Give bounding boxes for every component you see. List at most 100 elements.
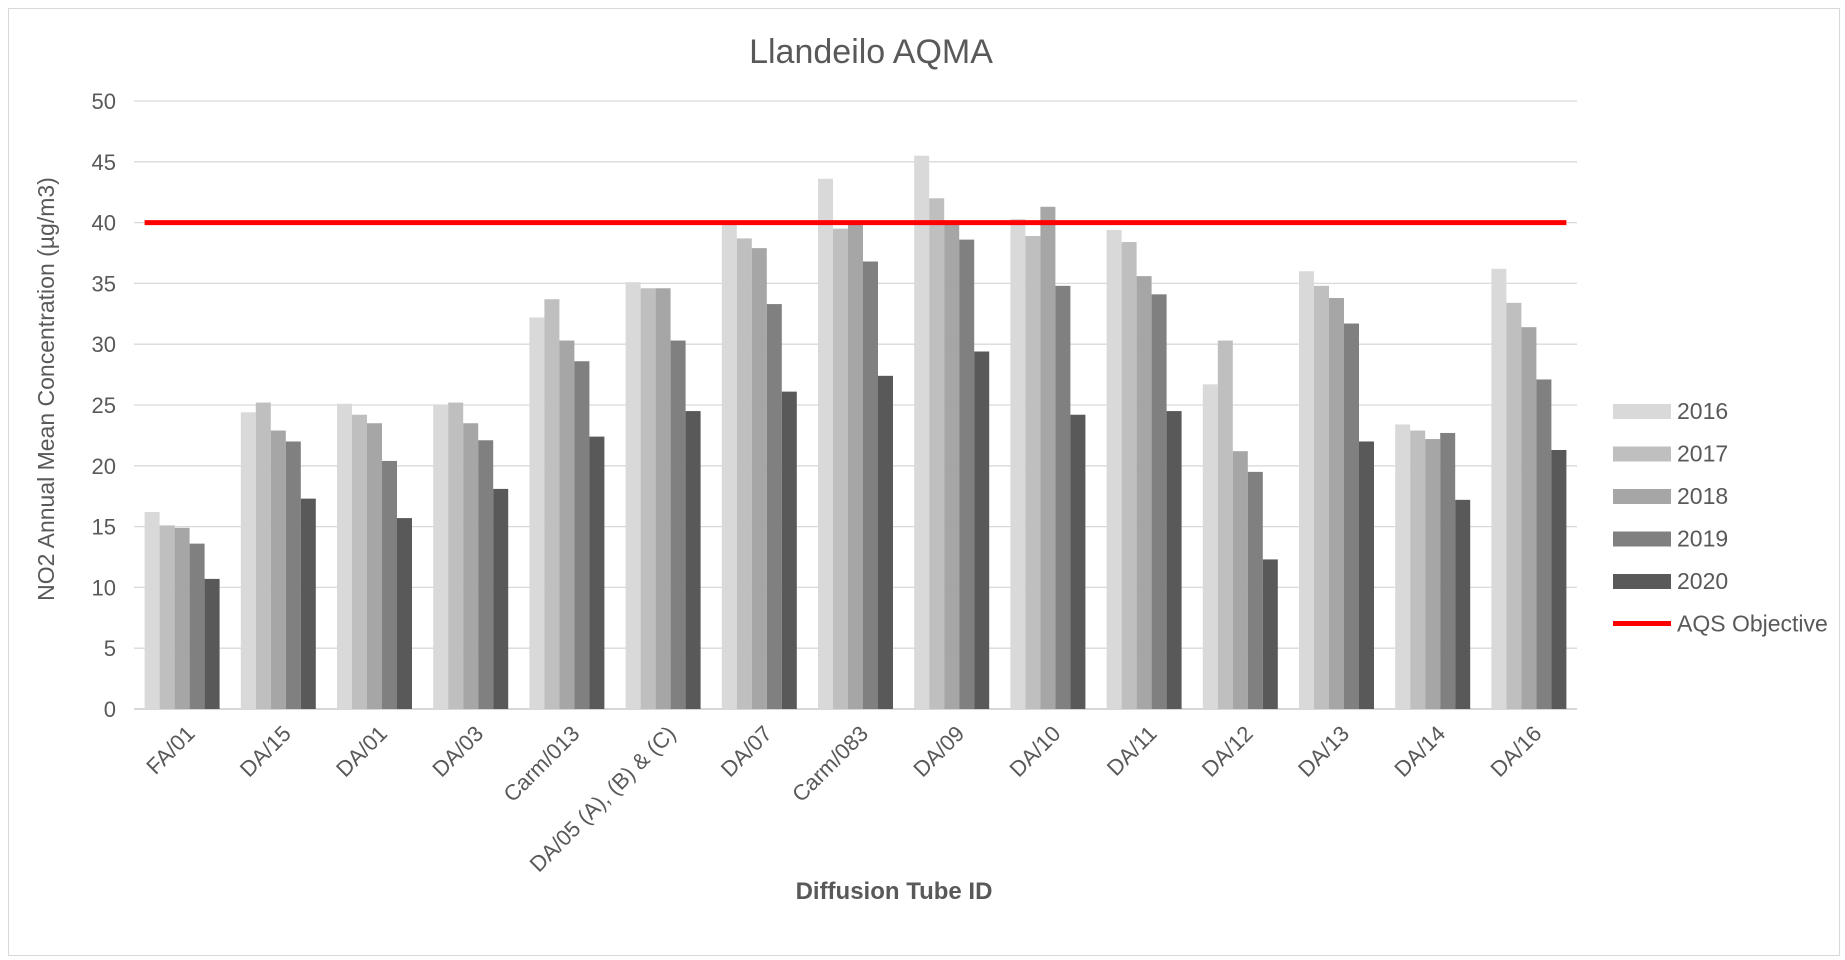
legend-label: AQS Objective <box>1677 611 1828 637</box>
y-tick-label: 30 <box>92 332 116 357</box>
bars <box>144 155 1567 710</box>
bar <box>1491 268 1507 709</box>
x-tick-label: DA/12 <box>1197 721 1258 782</box>
bar <box>751 248 767 710</box>
bar <box>974 351 990 709</box>
bar <box>959 239 975 709</box>
x-tick-label: Carm/013 <box>498 721 584 807</box>
x-tick-label: Carm/083 <box>787 721 873 807</box>
y-tick-label: 25 <box>92 393 116 418</box>
bar <box>914 155 930 710</box>
bar <box>1359 441 1374 709</box>
bar <box>204 578 220 709</box>
bar <box>544 299 560 709</box>
bar <box>1536 379 1552 709</box>
bar <box>1455 499 1471 709</box>
bar <box>270 430 286 709</box>
bar <box>1262 559 1278 709</box>
bar <box>944 222 960 709</box>
bar <box>1166 411 1182 709</box>
bar <box>848 222 863 709</box>
legend-label: 2019 <box>1677 526 1728 552</box>
y-tick-label: 15 <box>92 515 116 540</box>
y-axis-title: NO2 Annual Mean Concentration (µg/m3) <box>33 177 59 601</box>
bar <box>721 222 737 709</box>
chart-svg: Llandeilo AQMA 0 5 10 15 20 25 30 35 40 45 50 FA/0… <box>33 33 1828 905</box>
x-tick-label: DA/16 <box>1486 721 1547 782</box>
bar <box>448 402 464 709</box>
x-tick-label: DA/03 <box>427 721 488 782</box>
bar <box>463 423 479 709</box>
bar <box>1202 384 1218 709</box>
bar <box>493 488 509 709</box>
legend: 2016 2017 2018 2019 2020 AQS Objective <box>1613 398 1828 637</box>
bar <box>1395 424 1411 709</box>
x-tick-label: DA/15 <box>235 721 296 782</box>
bar <box>189 543 205 709</box>
bar <box>736 238 752 709</box>
legend-swatch <box>1613 404 1671 419</box>
bar <box>382 460 397 709</box>
bar <box>337 403 352 709</box>
bar <box>1299 271 1314 709</box>
y-tick-label: 5 <box>104 636 116 661</box>
bar <box>1247 471 1263 709</box>
legend-swatch <box>1613 489 1671 504</box>
bar <box>878 375 893 709</box>
bar <box>1440 432 1456 709</box>
legend-label: 2016 <box>1677 398 1728 424</box>
bar <box>589 436 605 709</box>
chart-area: Llandeilo AQMA 0 5 10 15 20 25 30 35 40 45 50 FA/0… <box>8 8 1840 956</box>
y-axis-ticks: 0 5 10 15 20 25 30 35 40 45 50 <box>92 89 116 722</box>
x-tick-label: DA/09 <box>908 721 969 782</box>
bar <box>640 288 656 709</box>
x-tick-label: DA/07 <box>716 721 777 782</box>
x-tick-label: DA/14 <box>1389 721 1450 782</box>
bar <box>1329 297 1344 709</box>
bar <box>529 317 545 709</box>
y-tick-label: 35 <box>92 271 116 296</box>
legend-label: 2020 <box>1677 568 1728 594</box>
bar <box>1232 451 1248 709</box>
bar <box>929 198 945 709</box>
x-tick-label: DA/11 <box>1102 721 1162 781</box>
y-tick-label: 0 <box>104 697 116 722</box>
bar <box>433 405 449 709</box>
bar <box>574 361 590 709</box>
bar <box>240 412 256 709</box>
x-axis-title: Diffusion Tube ID <box>796 878 993 905</box>
legend-swatch <box>1613 574 1671 589</box>
bar <box>367 423 382 709</box>
bar <box>300 498 316 709</box>
bar <box>1151 294 1167 709</box>
y-tick-label: 50 <box>92 89 116 114</box>
bar <box>1055 285 1071 709</box>
bar <box>685 411 701 709</box>
y-tick-label: 20 <box>92 454 116 479</box>
bar <box>766 304 782 709</box>
bar <box>255 402 271 709</box>
bar <box>1136 276 1152 709</box>
legend-swatch <box>1613 531 1671 547</box>
legend-label: 2017 <box>1677 441 1728 467</box>
y-tick-label: 10 <box>92 575 116 600</box>
bar <box>1551 449 1567 709</box>
bar <box>1506 302 1522 709</box>
bar <box>559 340 575 709</box>
bar <box>352 414 367 709</box>
x-tick-label: FA/01 <box>141 721 199 779</box>
bar <box>1106 229 1122 709</box>
chart-title: Llandeilo AQMA <box>749 33 993 71</box>
bar <box>1217 340 1233 709</box>
bar <box>174 527 190 709</box>
bar <box>818 178 833 710</box>
bar <box>1070 414 1086 709</box>
bar <box>1521 327 1537 709</box>
bar <box>1121 242 1137 709</box>
bar <box>781 391 797 709</box>
bar <box>159 525 175 709</box>
bar <box>863 261 878 709</box>
x-tick-label: DA/13 <box>1293 721 1354 782</box>
bar <box>655 288 671 709</box>
